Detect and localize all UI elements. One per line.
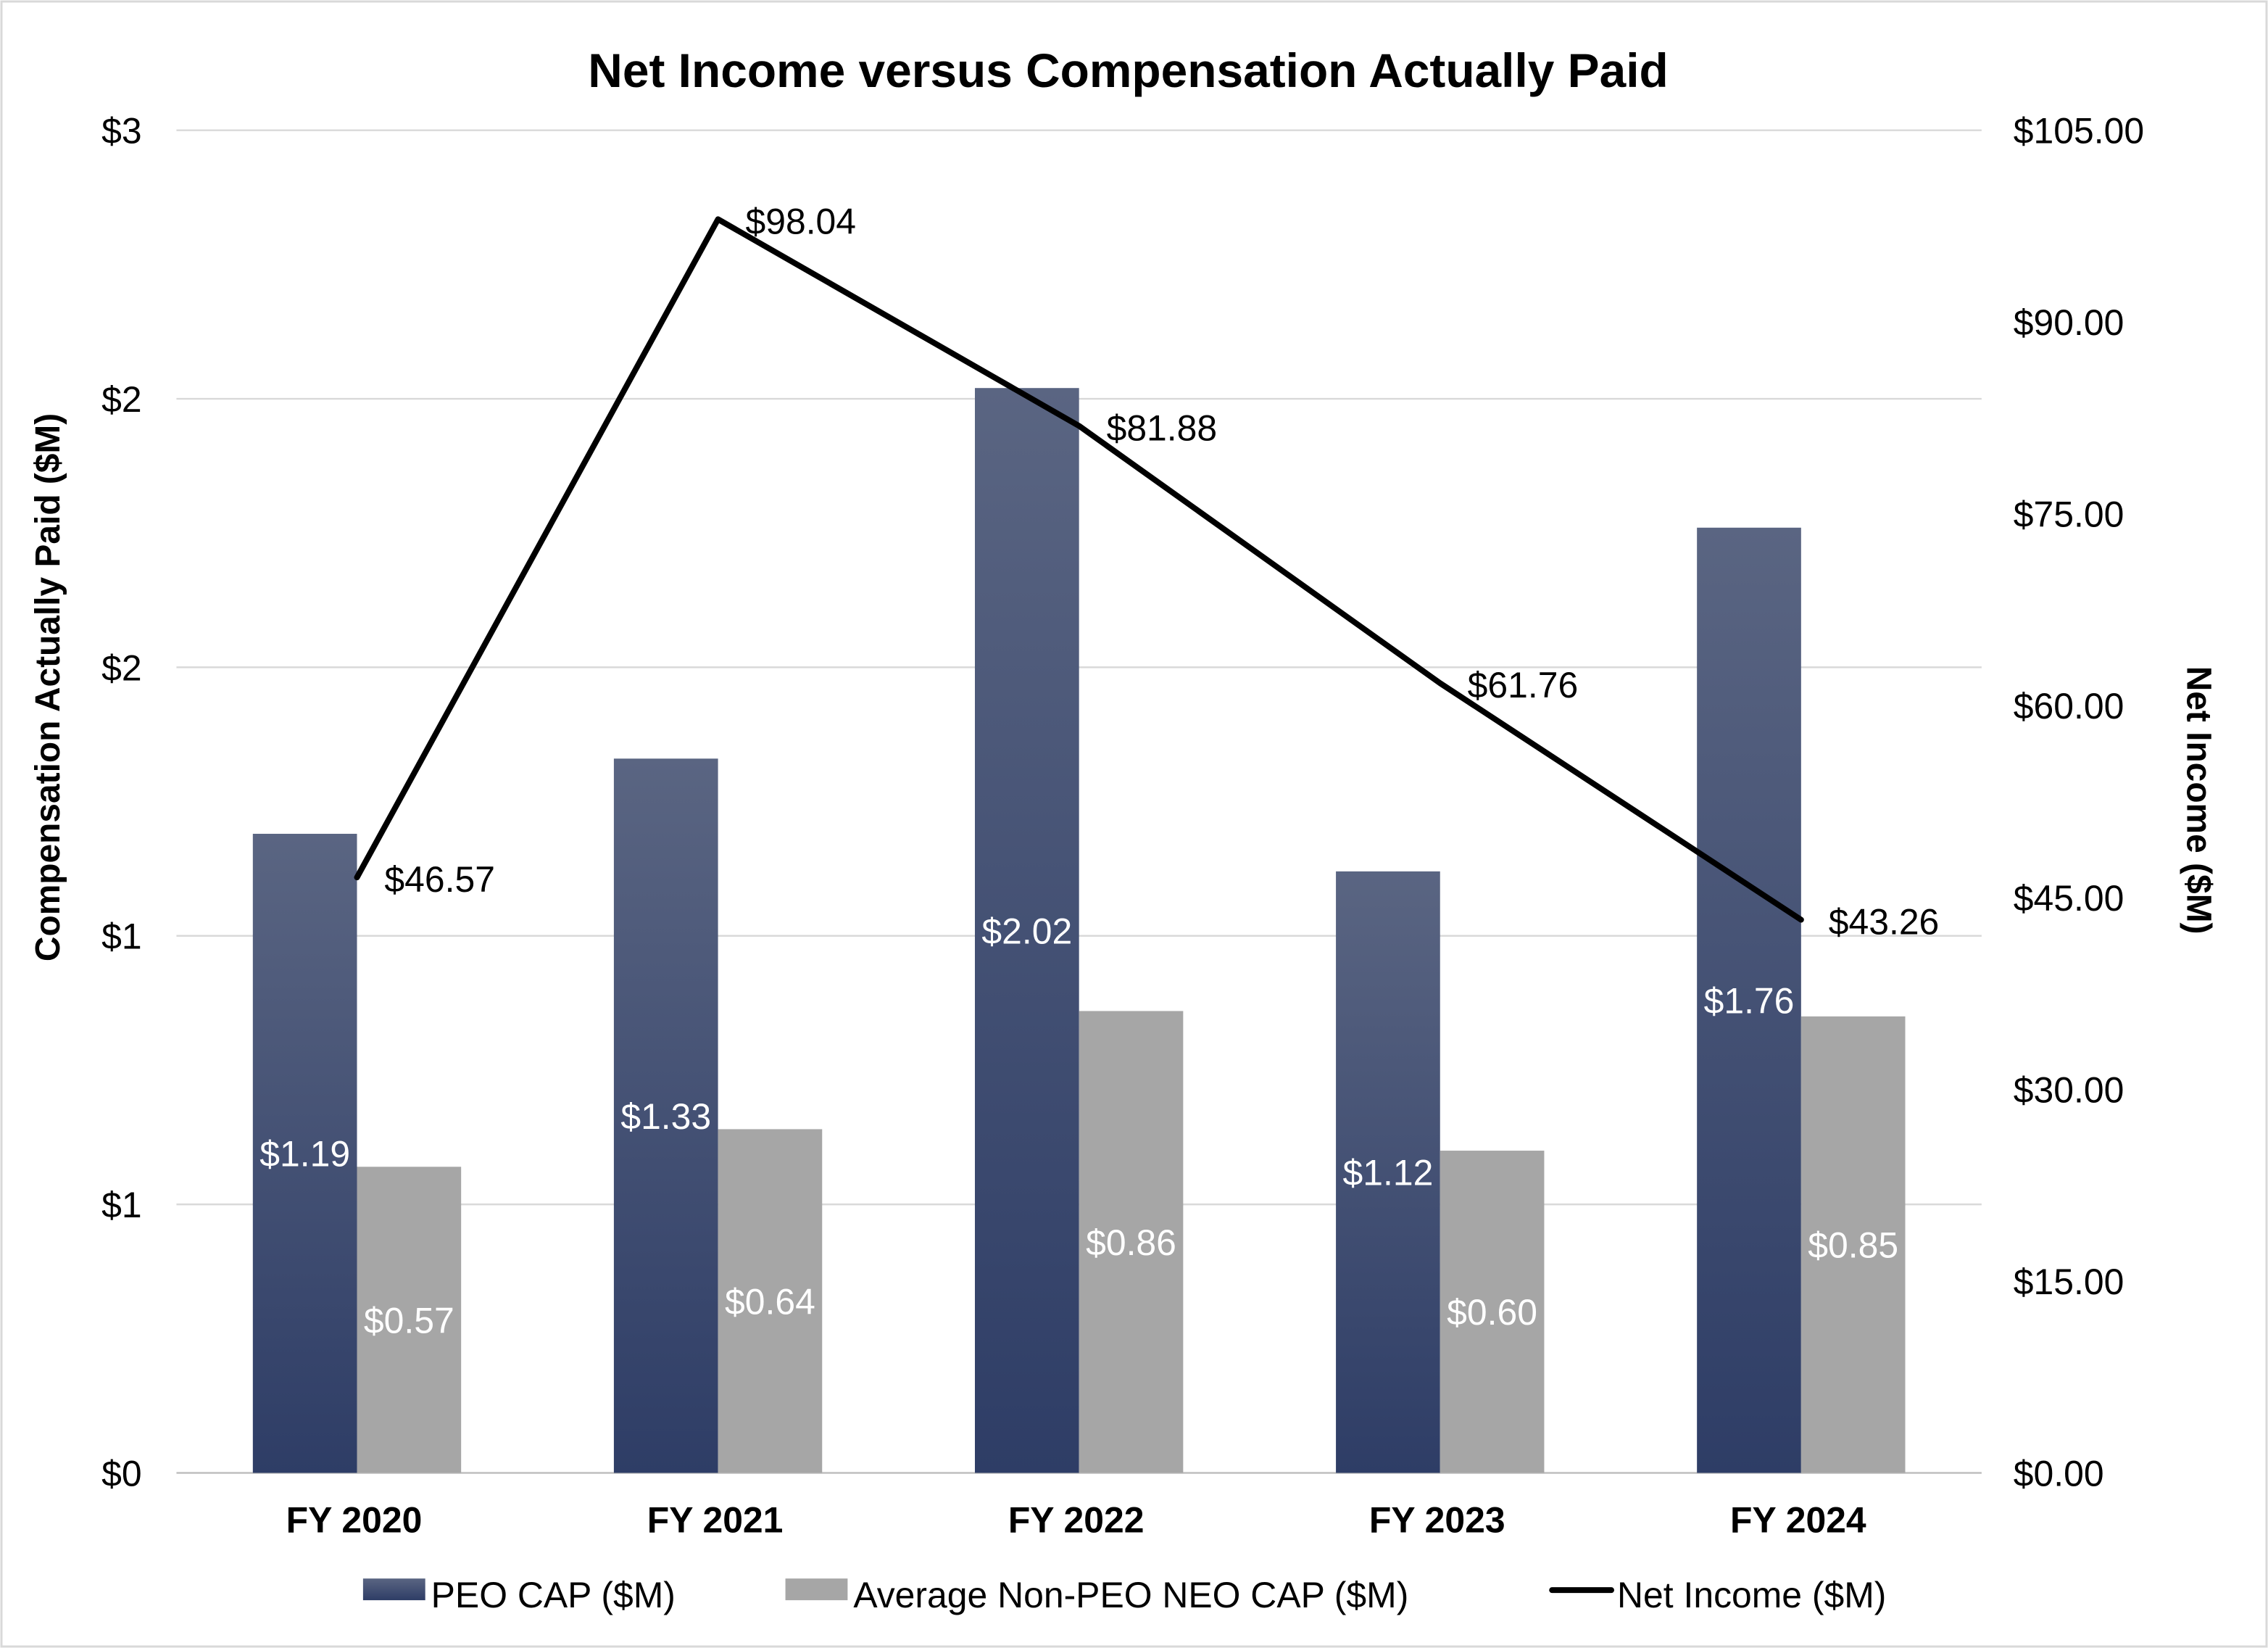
data-label-non-peo-neo-cap: $0.64 bbox=[725, 1281, 815, 1322]
legend-label-net-income: Net Income ($M) bbox=[1617, 1575, 1886, 1615]
bar-non-peo-neo-cap bbox=[718, 1129, 823, 1473]
bar-non-peo-neo-cap bbox=[357, 1167, 462, 1473]
y-left-tick-label: $0 bbox=[101, 1453, 141, 1494]
data-label-peo-cap: $1.19 bbox=[259, 1134, 350, 1175]
y-left-tick-label: $2 bbox=[101, 379, 141, 420]
data-label-net-income: $61.76 bbox=[1468, 665, 1579, 705]
y-right-tick-label: $60.00 bbox=[2014, 686, 2124, 726]
bar-peo-cap bbox=[1336, 871, 1440, 1473]
bar-non-peo-neo-cap bbox=[1079, 1011, 1184, 1473]
y-right-tick-label: $90.00 bbox=[2014, 302, 2124, 343]
data-label-net-income: $81.88 bbox=[1107, 407, 1218, 448]
x-tick-label: FY 2021 bbox=[647, 1499, 784, 1540]
data-label-peo-cap: $2.02 bbox=[981, 911, 1072, 951]
y-right-tick-label: $0.00 bbox=[2014, 1453, 2104, 1494]
x-tick-label: FY 2023 bbox=[1369, 1499, 1505, 1540]
data-label-net-income: $43.26 bbox=[1829, 901, 1940, 942]
data-label-non-peo-neo-cap: $0.85 bbox=[1808, 1225, 1898, 1266]
y-left-tick-label: $1 bbox=[101, 916, 141, 957]
bar-peo-cap bbox=[974, 388, 1079, 1473]
y-left-tick-label: $3 bbox=[101, 111, 141, 152]
bars bbox=[252, 388, 1906, 1473]
x-tick-label: FY 2022 bbox=[1008, 1499, 1145, 1540]
y-left-axis-label: Compensation Actually Paid ($M) bbox=[29, 413, 67, 961]
y-left-tick-label: $1 bbox=[101, 1185, 141, 1225]
data-label-non-peo-neo-cap: $0.60 bbox=[1447, 1292, 1537, 1333]
axes: $0 $1 $1 $2 $2 $3 $0.00 $15.00 $30.00 $45.00 $60.0… bbox=[101, 111, 2144, 1541]
legend-swatch-non-peo-neo-cap bbox=[785, 1578, 848, 1601]
data-label-peo-cap: $1.12 bbox=[1343, 1153, 1434, 1193]
y-right-tick-label: $30.00 bbox=[2014, 1069, 2124, 1110]
data-label-non-peo-neo-cap: $0.57 bbox=[364, 1300, 454, 1341]
y-left-tick-label: $2 bbox=[101, 647, 141, 688]
bar-non-peo-neo-cap bbox=[1440, 1151, 1545, 1473]
net-income-line-group bbox=[354, 216, 1804, 923]
chart-title: Net Income versus Compensation Actually … bbox=[588, 44, 1668, 97]
bar-peo-cap bbox=[252, 834, 357, 1473]
data-labels: $1.19 $1.33 $2.02 $1.12 $1.76 $0.57 $0.64 $0.86… bbox=[259, 201, 1939, 1341]
data-label-net-income: $98.04 bbox=[745, 201, 856, 241]
bar-peo-cap bbox=[613, 758, 718, 1473]
x-tick-label: FY 2024 bbox=[1730, 1499, 1866, 1540]
legend: PEO CAP ($M) Average Non-PEO NEO CAP ($M)… bbox=[362, 1575, 1886, 1615]
y-right-axis-label: Net Income ($M) bbox=[2179, 666, 2217, 935]
legend-swatch-peo-cap bbox=[362, 1578, 425, 1601]
legend-label-peo-cap: PEO CAP ($M) bbox=[431, 1575, 676, 1615]
y-right-tick-label: $15.00 bbox=[2014, 1262, 2124, 1302]
data-label-non-peo-neo-cap: $0.86 bbox=[1086, 1222, 1176, 1263]
y-right-tick-label: $105.00 bbox=[2014, 111, 2144, 152]
legend-label-non-peo-neo-cap: Average Non-PEO NEO CAP ($M) bbox=[853, 1575, 1408, 1615]
data-label-net-income: $46.57 bbox=[384, 859, 495, 900]
bar-peo-cap bbox=[1697, 527, 1801, 1473]
x-tick-label: FY 2020 bbox=[286, 1499, 423, 1540]
y-right-tick-label: $75.00 bbox=[2014, 494, 2124, 535]
data-label-peo-cap: $1.33 bbox=[620, 1096, 711, 1137]
data-label-peo-cap: $1.76 bbox=[1704, 981, 1795, 1022]
y-right-tick-label: $45.00 bbox=[2014, 878, 2124, 919]
bar-non-peo-neo-cap bbox=[1800, 1016, 1906, 1473]
